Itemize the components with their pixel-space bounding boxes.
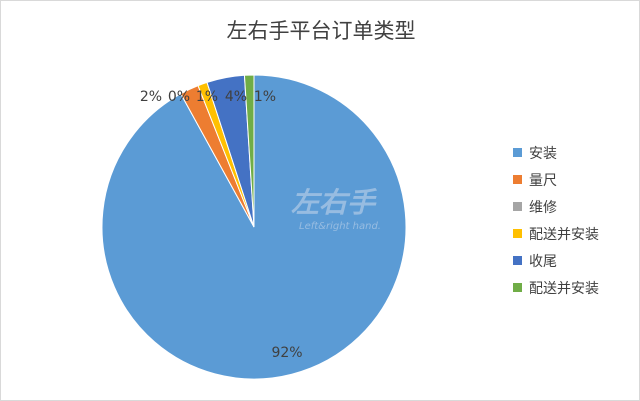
data-label-5: 1% <box>254 89 276 105</box>
legend-item: 量尺 <box>513 166 599 193</box>
legend-swatch <box>513 175 522 184</box>
data-label-0: 92% <box>271 345 302 361</box>
legend-label: 收尾 <box>529 253 557 270</box>
legend-swatch <box>513 256 522 265</box>
legend-label: 维修 <box>529 199 557 216</box>
data-label-1: 2% <box>140 89 162 105</box>
legend-item: 配送并安装 <box>513 220 599 247</box>
legend-label: 量尺 <box>529 172 557 189</box>
watermark-text: 左右手 <box>291 186 376 219</box>
legend-label: 配送并安装 <box>529 226 599 243</box>
legend: 安装 量尺 维修 配送并安装 收尾 配送并安装 <box>513 139 599 301</box>
legend-item: 安装 <box>513 139 599 166</box>
legend-label: 配送并安装 <box>529 280 599 297</box>
data-label-2: 0% <box>168 89 190 105</box>
legend-item: 收尾 <box>513 247 599 274</box>
legend-swatch <box>513 148 522 157</box>
data-label-3: 1% <box>196 89 218 105</box>
data-label-4: 4% <box>225 89 247 105</box>
watermark-tagline: Left&right hand. <box>299 221 381 232</box>
legend-swatch <box>513 283 522 292</box>
legend-swatch <box>513 202 522 211</box>
legend-item: 配送并安装 <box>513 274 599 301</box>
legend-swatch <box>513 229 522 238</box>
pie-slice-5 <box>243 74 255 228</box>
legend-item: 维修 <box>513 193 599 220</box>
chart-title: 左右手平台订单类型 <box>226 19 416 43</box>
watermark-logo: 左右手 Left&right hand. <box>231 186 381 234</box>
legend-label: 安装 <box>529 145 557 162</box>
